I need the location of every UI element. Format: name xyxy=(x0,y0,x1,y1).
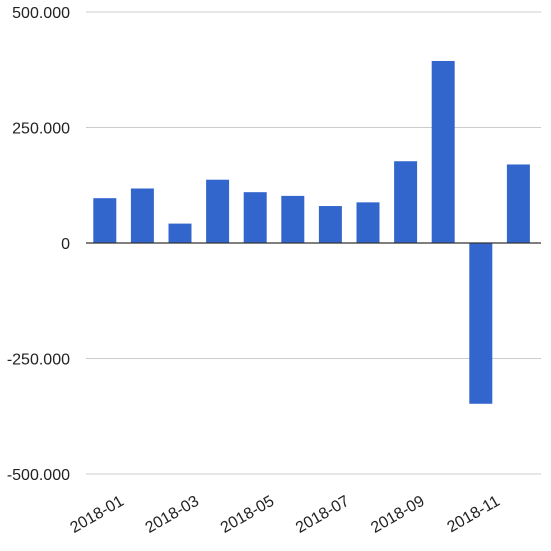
bar-2018-08[interactable] xyxy=(356,202,380,243)
x-tick-label: 2018-01 xyxy=(67,493,126,537)
bars xyxy=(93,60,530,404)
y-tick-label: -500.000 xyxy=(7,467,70,484)
bar-2018-10[interactable] xyxy=(431,60,455,243)
y-tick-label: -250.000 xyxy=(7,352,70,369)
y-tick-label: 250.000 xyxy=(12,121,70,138)
bar-2018-04[interactable] xyxy=(206,179,230,243)
x-axis-tick-labels: 2018-01 2018-03 2018-05 2018-07 2018-09 2018-… xyxy=(67,493,502,537)
x-tick-label: 2018-05 xyxy=(218,493,277,537)
x-tick-label: 2018-09 xyxy=(368,493,427,537)
gridlines xyxy=(86,11,541,475)
bar-2018-11[interactable] xyxy=(469,243,493,404)
bar-2018-02[interactable] xyxy=(130,188,154,243)
bar-2018-12[interactable] xyxy=(506,164,530,243)
x-tick-label: 2018-11 xyxy=(444,493,502,537)
bar-2018-07[interactable] xyxy=(318,206,342,243)
bar-2018-05[interactable] xyxy=(243,192,267,243)
bar-2018-09[interactable] xyxy=(394,161,418,243)
bar-2018-01[interactable] xyxy=(93,198,117,243)
y-tick-label: 500.000 xyxy=(12,5,70,22)
x-tick-label: 2018-03 xyxy=(143,493,202,537)
y-axis-tick-labels: 500.000 250.000 0 -250.000 -500.000 xyxy=(7,5,70,484)
y-tick-label: 0 xyxy=(61,236,70,253)
bar-2018-06[interactable] xyxy=(281,195,305,243)
bar-2018-03[interactable] xyxy=(168,223,192,243)
x-tick-label: 2018-07 xyxy=(293,493,352,537)
